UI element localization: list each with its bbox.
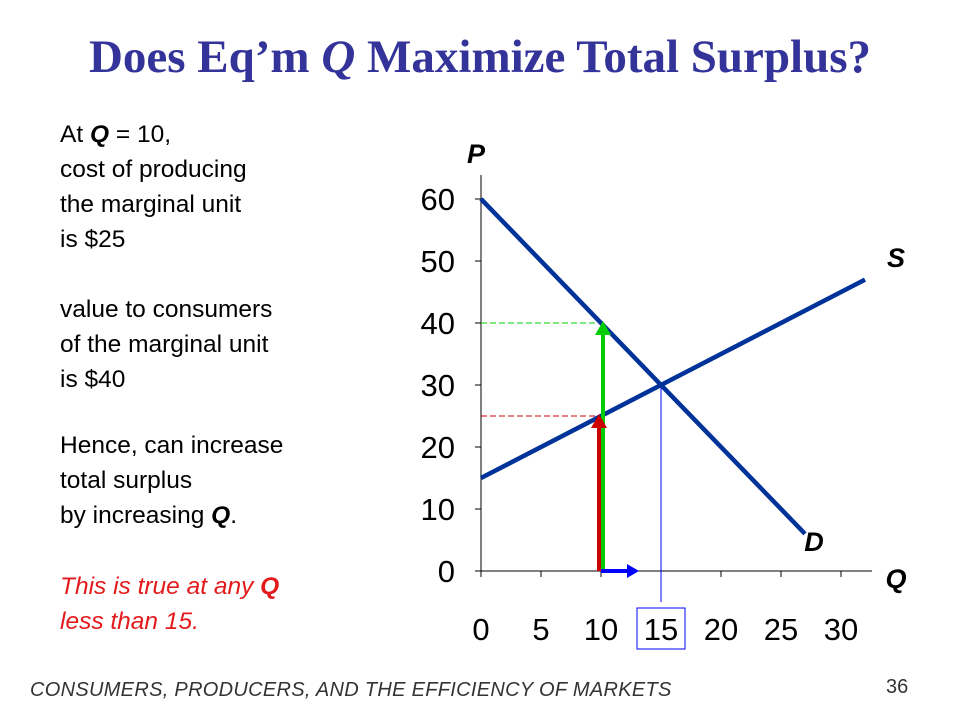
hence-line-3: by increasing Q.: [60, 502, 238, 529]
x-tick-label: 10: [584, 612, 618, 647]
cost-line-2: cost of producing: [60, 156, 247, 183]
cost-line-3: the marginal unit: [60, 191, 242, 218]
cost-line-1: At Q = 10,: [60, 121, 172, 148]
curve-label-s: S: [887, 243, 905, 273]
value-line-2: of the marginal unit: [60, 331, 269, 358]
conclusion-line-2: less than 15.: [60, 608, 199, 635]
curve-d: [479, 197, 807, 536]
red-arrow-head: [591, 414, 607, 428]
x-tick-label: 20: [704, 612, 738, 647]
cost-line-4: is $25: [60, 226, 126, 253]
x-axis-label: Q: [885, 564, 906, 594]
y-tick-label: 40: [421, 306, 455, 341]
page-number: 36: [886, 676, 909, 698]
hence-line-1: Hence, can increase: [60, 432, 284, 459]
slide-title: Does Eq’m Q Maximize Total Surplus?: [88, 31, 872, 83]
x-tick-label: 30: [824, 612, 858, 647]
paragraph-hence: Hence, can increase total surplus by inc…: [60, 428, 283, 533]
y-axis-label: P: [467, 139, 486, 169]
paragraph-value: value to consumers of the marginal unit …: [60, 292, 272, 397]
y-tick-label: 20: [421, 430, 455, 465]
title-q: Q: [321, 31, 356, 83]
curve-label-d: D: [804, 527, 824, 557]
curve-s: [479, 277, 867, 480]
value-line-3: is $40: [60, 366, 126, 393]
blue-arrow-head: [627, 564, 639, 578]
y-tick-label: 10: [421, 492, 455, 527]
paragraph-cost: At Q = 10, cost of producing the margina…: [60, 117, 247, 257]
footer-text: CONSUMERS, PRODUCERS, AND THE EFFICIENCY…: [30, 679, 672, 701]
x-tick-label: 5: [532, 612, 549, 647]
green-arrow-head: [595, 321, 611, 335]
y-tick-label: 50: [421, 244, 455, 279]
conclusion-line-1: This is true at any Q: [60, 573, 280, 600]
x-tick-label: 0: [472, 612, 489, 647]
x-tick-label: 25: [764, 612, 798, 647]
y-tick-label: 0: [438, 554, 455, 589]
x-tick-label: 15: [644, 612, 678, 647]
y-tick-label: 30: [421, 368, 455, 403]
hence-line-2: total surplus: [60, 467, 193, 494]
y-tick-label: 60: [421, 182, 455, 217]
value-line-1: value to consumers: [60, 296, 273, 323]
highlight-box-15: [636, 607, 686, 650]
paragraph-conclusion: This is true at any Q less than 15.: [60, 569, 279, 639]
